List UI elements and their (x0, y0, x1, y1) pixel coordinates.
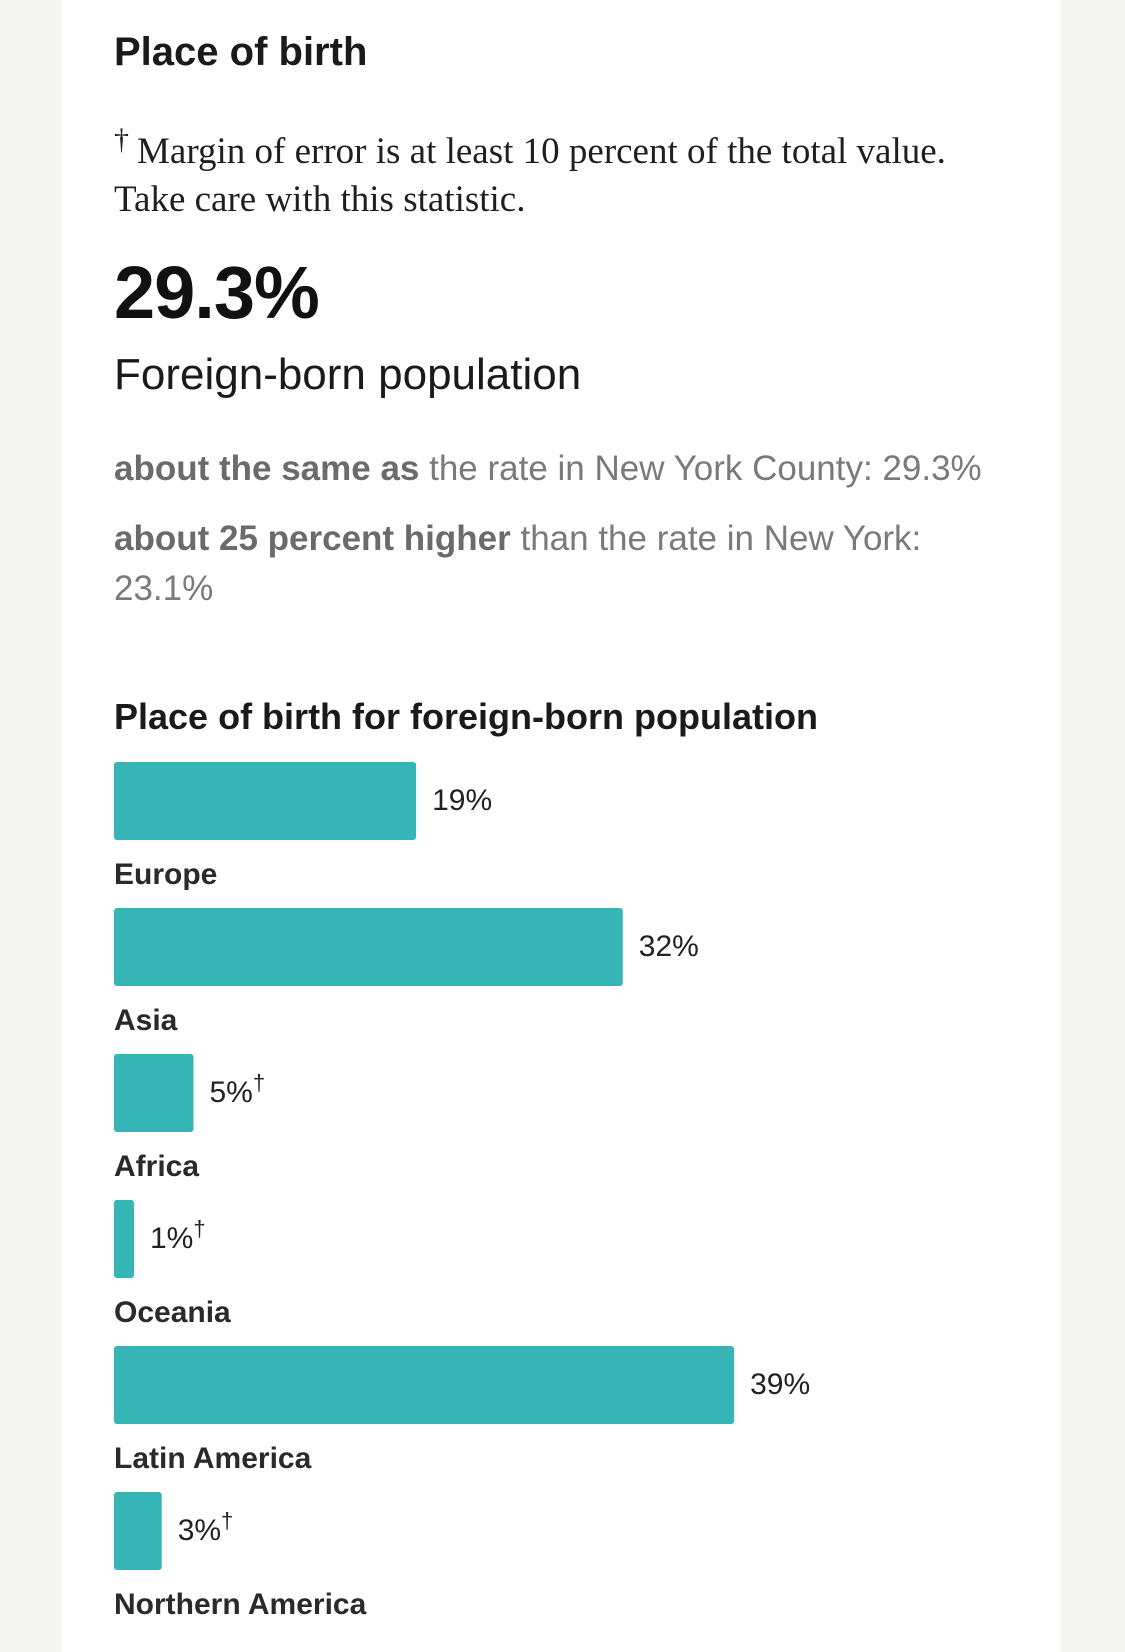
dagger-symbol: † (114, 123, 129, 156)
birthplace-bar-chart: 19% Europe 32% Asia 5%† Africa 1%† Oceania 39% La… (114, 762, 810, 1621)
bar-value-label: 1%† (150, 1216, 206, 1255)
comparison-county: about the same as the rate in New York C… (114, 444, 1014, 494)
comparison-text: than the rate in New York: 23.1% (114, 519, 922, 608)
bar-value-label: 39% (750, 1368, 810, 1401)
category-label: Northern America (114, 1588, 367, 1621)
bar-value-label: 3%† (178, 1508, 234, 1547)
category-label: Asia (114, 1004, 178, 1037)
category-label: Oceania (114, 1296, 231, 1329)
note-text: Margin of error is at least 10 percent o… (114, 131, 946, 220)
category-label: Latin America (114, 1442, 312, 1475)
comparison-text: the rate in New York County: 29.3% (419, 449, 982, 488)
headline-label: Foreign-born population (114, 350, 582, 399)
bar-northern-america (114, 1492, 162, 1570)
content-card: Place of birth † Margin of error is at le… (62, 0, 1061, 1652)
category-label: Europe (114, 858, 217, 891)
comparison-emphasis: about 25 percent higher (114, 519, 511, 558)
chart-title: Place of birth for foreign-born populati… (114, 696, 818, 737)
bar-value-label: 32% (639, 930, 699, 963)
bar-europe (114, 762, 417, 840)
bar-africa (114, 1054, 194, 1132)
section-title: Place of birth (114, 30, 368, 74)
bar-value-label: 5%† (210, 1070, 266, 1109)
category-label: Africa (114, 1150, 199, 1183)
headline-value: 29.3% (114, 251, 320, 334)
bar-oceania (114, 1200, 134, 1278)
bar-value-label: 19% (432, 784, 492, 817)
dagger-symbol: † (193, 1216, 205, 1241)
comparison-emphasis: about the same as (114, 449, 420, 488)
dagger-symbol: † (253, 1070, 265, 1095)
bar-asia (114, 908, 623, 986)
margin-of-error-note: † Margin of error is at least 10 percent … (114, 116, 994, 224)
bar-latin-america (114, 1346, 735, 1424)
dagger-symbol: † (221, 1508, 233, 1533)
comparison-state: about 25 percent higher than the rate in… (114, 514, 1014, 614)
